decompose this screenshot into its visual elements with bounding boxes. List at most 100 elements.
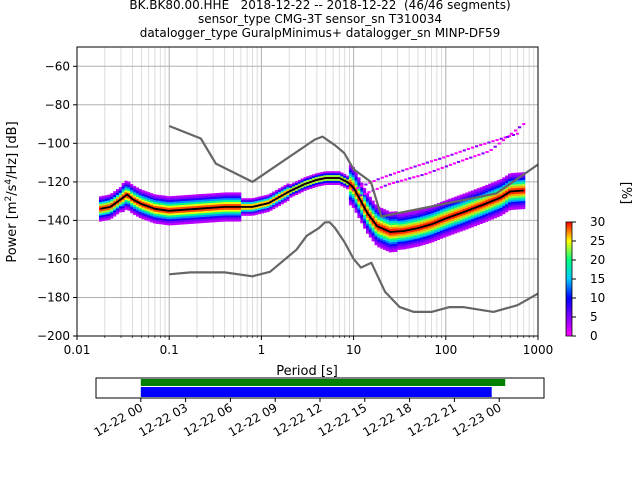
- psd-cell: [448, 208, 452, 211]
- psd-cell: [482, 216, 486, 220]
- psd-cell: [147, 213, 151, 216]
- psd-cell: [411, 241, 415, 244]
- psd-cell: [510, 192, 514, 195]
- psd-cell: [118, 204, 122, 207]
- psd-cell: [357, 208, 361, 211]
- psd-cell: [508, 181, 512, 184]
- psd-cell: [317, 180, 321, 183]
- psd-cell: [269, 196, 273, 200]
- psd-cell: [348, 201, 352, 204]
- psd-cell: [394, 240, 398, 243]
- psd-cell: [383, 213, 387, 216]
- psd-cell: [178, 205, 182, 208]
- psd-cell: [133, 191, 137, 194]
- psd-cell: [229, 213, 233, 216]
- psd-cell: [419, 243, 423, 246]
- psd-cell: [397, 247, 401, 250]
- psd-cell: [104, 216, 108, 219]
- psd-cell: [187, 206, 191, 209]
- psd-cell: [215, 210, 219, 213]
- psd-cell: [215, 214, 219, 217]
- psd-cell: [366, 200, 370, 203]
- psd-cell: [371, 208, 375, 211]
- psd-cell: [505, 187, 509, 190]
- psd-cell: [124, 180, 128, 183]
- psd-cell: [451, 228, 455, 231]
- psd-cell: [510, 207, 514, 210]
- psd-cell: [377, 235, 381, 238]
- psd-cell: [172, 217, 176, 220]
- psd-cell: [351, 176, 355, 179]
- psd-cell: [155, 198, 159, 201]
- psd-cell: [408, 221, 412, 224]
- psd-cell: [485, 209, 489, 213]
- psd-cell: [490, 186, 494, 189]
- psd-cell: [471, 192, 475, 195]
- psd-cell: [243, 198, 247, 201]
- psd-cell: [519, 195, 523, 198]
- psd-cell: [224, 200, 228, 203]
- psd-cell: [400, 243, 404, 246]
- psd-cell: [178, 218, 182, 221]
- psd-cell: [175, 201, 179, 204]
- psd-cell: [414, 243, 418, 246]
- psd-cell: [479, 208, 483, 211]
- psd-cell: [502, 202, 506, 205]
- psd-cell: [374, 216, 378, 219]
- psd-cell: [127, 191, 131, 194]
- psd-cell: [380, 236, 384, 239]
- psd-cell: [127, 200, 131, 203]
- psd-cell: [431, 209, 435, 212]
- psd-cell: [241, 211, 245, 214]
- psd-cell: [465, 200, 469, 203]
- psd-cell: [107, 198, 111, 201]
- psd-cell: [508, 198, 512, 201]
- psd-cell: [221, 219, 225, 222]
- psd-cell: [360, 186, 364, 189]
- psd-cell: [218, 196, 222, 199]
- psd-cell: [150, 200, 154, 204]
- psd-cell: [397, 226, 401, 229]
- psd-cell: [360, 215, 364, 218]
- psd-cell: [235, 198, 239, 201]
- psd-cell: [232, 192, 236, 195]
- psd-cell: [522, 206, 526, 210]
- psd-cell: [400, 212, 404, 215]
- psd-cell: [471, 225, 475, 228]
- psd-cell: [414, 216, 418, 219]
- psd-cell: [505, 190, 509, 194]
- psd-cell: [519, 178, 523, 181]
- psd-cell: [277, 199, 281, 202]
- psd-cell: [454, 221, 458, 224]
- psd-cell: [428, 210, 432, 213]
- psd-cell: [184, 197, 188, 200]
- psd-cell: [490, 205, 494, 208]
- psd-cell: [340, 182, 344, 185]
- psd-cell: [377, 218, 381, 221]
- psd-cell: [459, 213, 463, 217]
- psd-cell: [198, 205, 202, 208]
- psd-cell: [303, 177, 307, 180]
- psd-cell: [411, 214, 415, 217]
- psd-cell: [351, 171, 355, 174]
- psd-cell: [377, 243, 381, 246]
- psd-cell: [380, 244, 384, 247]
- psd-cell: [402, 231, 406, 234]
- psd-cell: [184, 212, 188, 215]
- psd-cell: [377, 224, 381, 227]
- psd-cell: [368, 210, 372, 213]
- psd-cell: [434, 237, 438, 240]
- psd-cell: [260, 207, 264, 210]
- psd-outlier-cell: [515, 132, 520, 135]
- psd-cell: [329, 180, 333, 184]
- psd-cell: [161, 203, 165, 206]
- psd-cell: [206, 199, 210, 202]
- psd-cell: [402, 247, 406, 250]
- psd-cell: [459, 223, 463, 226]
- psd-cell: [198, 215, 202, 218]
- psd-cell: [380, 225, 384, 228]
- psd-cell: [508, 175, 512, 178]
- psd-cell: [459, 227, 463, 230]
- psd-outlier-cell: [454, 152, 458, 155]
